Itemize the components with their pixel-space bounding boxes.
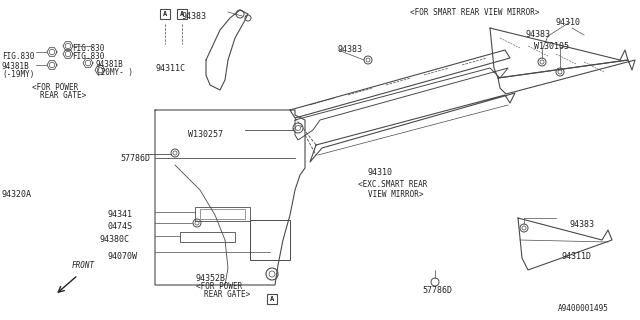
Text: 94310: 94310	[556, 18, 581, 27]
Text: VIEW MIRROR>: VIEW MIRROR>	[368, 190, 424, 199]
Text: 94320A: 94320A	[2, 190, 32, 199]
Text: 94310: 94310	[368, 168, 393, 177]
Text: (-19MY): (-19MY)	[2, 70, 35, 79]
Bar	[195, 207, 250, 221]
Text: W130257: W130257	[188, 130, 223, 139]
Text: FIG.830: FIG.830	[72, 52, 104, 61]
Text: 94380C: 94380C	[100, 235, 130, 244]
Text: W130105: W130105	[534, 42, 569, 51]
Text: 94381B: 94381B	[2, 62, 29, 71]
Text: FRONT: FRONT	[72, 261, 95, 270]
Bar	[177, 9, 187, 19]
Text: 94381B: 94381B	[96, 60, 124, 69]
Text: <FOR POWER: <FOR POWER	[196, 282, 243, 291]
Text: 94383: 94383	[182, 12, 207, 21]
Text: <EXC.SMART REAR: <EXC.SMART REAR	[358, 180, 428, 189]
Text: 57786D: 57786D	[120, 154, 150, 163]
Text: 94341: 94341	[108, 210, 133, 219]
Text: 94383: 94383	[526, 30, 551, 39]
Text: 94383: 94383	[338, 45, 363, 54]
Bar	[267, 294, 277, 304]
Text: FIG.830: FIG.830	[2, 52, 35, 61]
Text: 94311D: 94311D	[562, 252, 592, 261]
Text: REAR GATE>: REAR GATE>	[204, 290, 250, 299]
Bar	[200, 209, 245, 219]
Text: REAR GATE>: REAR GATE>	[40, 91, 86, 100]
Text: 57786D: 57786D	[422, 286, 452, 295]
Text: A: A	[270, 296, 274, 302]
Text: 94311C: 94311C	[155, 64, 185, 73]
Text: <FOR POWER: <FOR POWER	[32, 83, 78, 92]
Text: 94383: 94383	[570, 220, 595, 229]
Text: 94070W: 94070W	[108, 252, 138, 261]
Bar	[160, 9, 170, 19]
Text: 94352B: 94352B	[196, 274, 226, 283]
Text: (20MY- ): (20MY- )	[96, 68, 133, 77]
Bar	[250, 220, 290, 260]
Text: A9400001495: A9400001495	[558, 304, 609, 313]
Text: 0474S: 0474S	[108, 222, 133, 231]
Text: A: A	[180, 11, 184, 17]
Text: <FOR SMART REAR VIEW MIRROR>: <FOR SMART REAR VIEW MIRROR>	[410, 8, 540, 17]
Text: A: A	[163, 11, 167, 17]
Text: FIG.830: FIG.830	[72, 44, 104, 53]
Circle shape	[266, 268, 278, 280]
Bar	[180, 232, 235, 242]
